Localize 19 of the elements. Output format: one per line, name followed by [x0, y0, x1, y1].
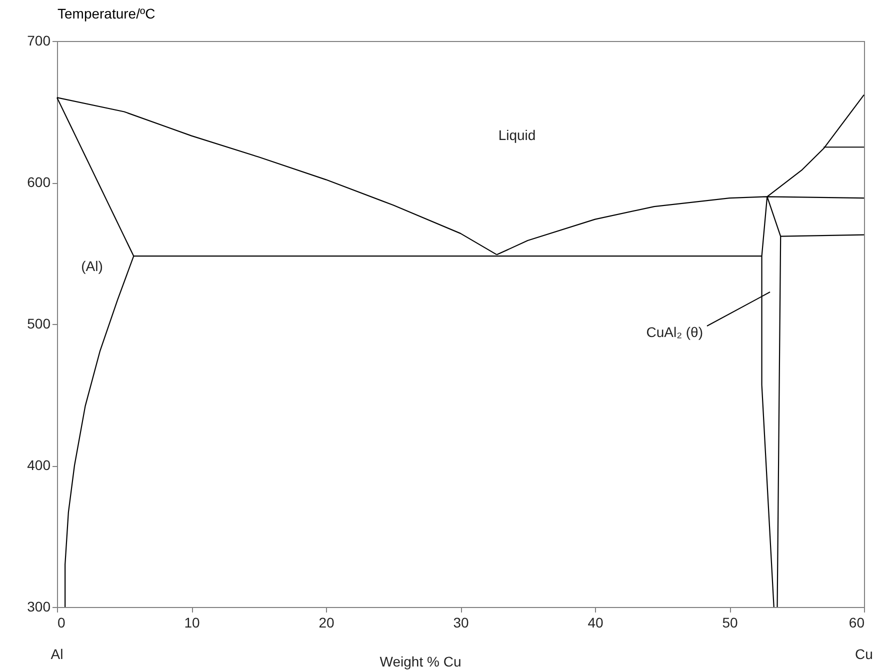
x-tick-label: 30	[453, 614, 469, 630]
y-tick-label: 700	[27, 32, 51, 48]
x-tick-label: 60	[848, 614, 865, 630]
x-tick-label: 10	[184, 614, 200, 630]
y-axis-title: Temperature/ºC	[58, 6, 156, 22]
text: Al	[50, 646, 64, 662]
annotation: (Al)	[81, 258, 103, 274]
text: Cu	[855, 646, 873, 662]
y-tick-label: 300	[27, 598, 51, 614]
y-tick-label: 400	[27, 457, 51, 473]
y-tick-label: 600	[27, 174, 51, 190]
x-tick-label: 40	[588, 614, 604, 630]
y-tick-label: 500	[27, 316, 51, 332]
x-tick-label: 50	[722, 614, 738, 630]
annotation: CuAl₂ (θ)	[646, 324, 703, 340]
x-axis-title: Weight % Cu	[380, 654, 462, 670]
x-tick-label: 20	[318, 614, 334, 630]
annotation: Liquid	[498, 127, 536, 143]
x-tick-label: 0	[58, 614, 66, 630]
